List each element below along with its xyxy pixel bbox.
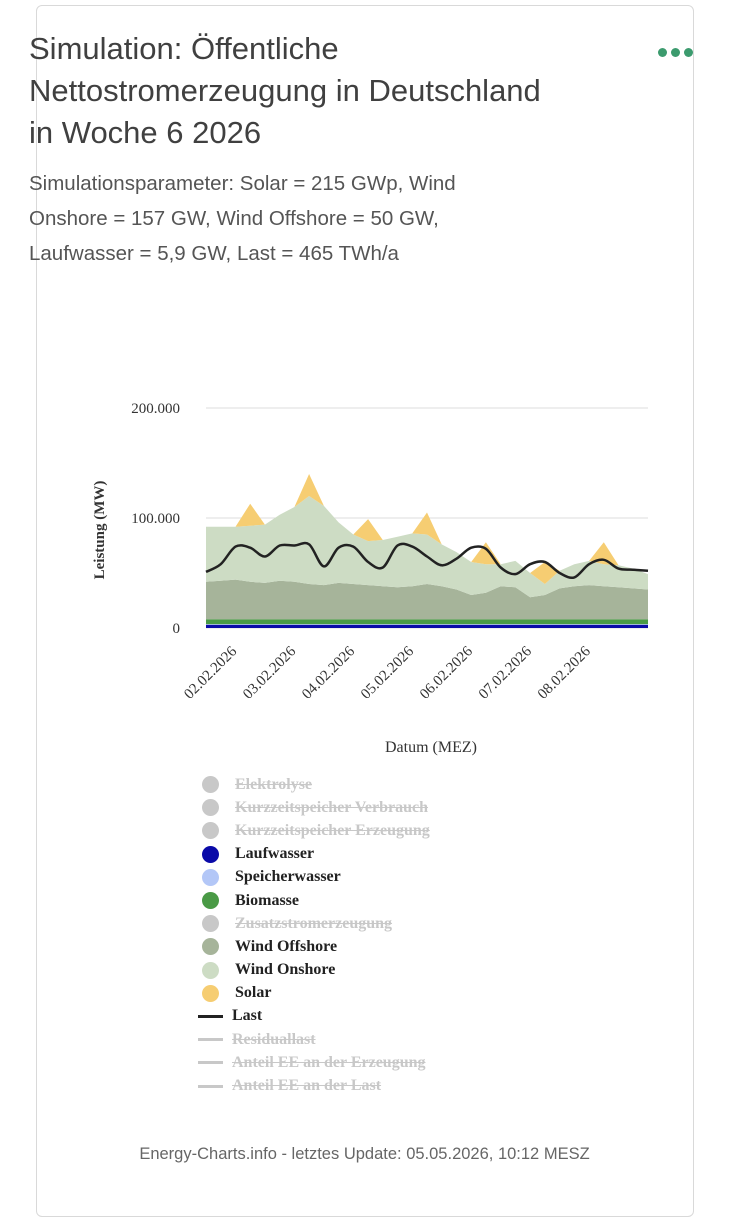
- legend-item-kurzzeitspeicher-verbrauch[interactable]: Kurzzeitspeicher Verbrauch: [198, 796, 430, 819]
- x-tick-label: 06.02.2026: [417, 643, 476, 702]
- legend-dot-icon: [202, 938, 219, 956]
- legend-line-icon: [198, 1014, 223, 1018]
- legend-label: Zusatzstromerzeugung: [235, 914, 393, 932]
- legend-label: Speicherwasser: [235, 868, 341, 886]
- legend-dot-icon: [202, 892, 219, 910]
- legend-dot-icon: [202, 822, 219, 840]
- y-axis-label: Leistung (MW): [92, 481, 108, 580]
- legend-dot-icon: [202, 984, 219, 1002]
- area-solar: [206, 474, 648, 584]
- legend-item-biomasse[interactable]: Biomasse: [198, 889, 430, 912]
- legend-item-elektrolyse[interactable]: Elektrolyse: [198, 773, 430, 796]
- area-wind-offshore: [206, 579, 648, 620]
- legend-dot-icon: [202, 868, 219, 886]
- legend-label: Solar: [235, 984, 272, 1002]
- legend-label: Laufwasser: [235, 845, 315, 863]
- legend-label: Kurzzeitspeicher Verbrauch: [235, 798, 429, 816]
- area-biomasse: [206, 619, 648, 625]
- legend-item-kurzzeitspeicher-erzeugung[interactable]: Kurzzeitspeicher Erzeugung: [198, 819, 430, 842]
- legend-label: Wind Onshore: [235, 961, 336, 979]
- legend-label: Biomasse: [235, 891, 299, 909]
- legend-item-wind-offshore[interactable]: Wind Offshore: [198, 935, 430, 958]
- legend-label: Anteil EE an der Erzeugung: [232, 1053, 426, 1071]
- legend-item-residuallast[interactable]: Residuallast: [198, 1028, 430, 1051]
- legend-label: Wind Offshore: [235, 937, 338, 955]
- y-tick-label: 200.000: [131, 401, 180, 417]
- legend-item-anteil-ee-an-der-last[interactable]: Anteil EE an der Last: [198, 1074, 430, 1097]
- footer-update-text: Energy-Charts.info - letztes Update: 05.…: [139, 1145, 590, 1163]
- legend-label: Last: [232, 1007, 263, 1025]
- legend-dot-icon: [202, 845, 219, 863]
- legend-item-speicherwasser[interactable]: Speicherwasser: [198, 866, 430, 889]
- legend-item-solar[interactable]: Solar: [198, 982, 430, 1005]
- area-laufwasser: [206, 624, 648, 628]
- chart-subtitle: Simulationsparameter: Solar = 215 GWp, W…: [29, 172, 456, 265]
- line-last: [205, 541, 649, 579]
- x-tick-label: 04.02.2026: [299, 643, 358, 702]
- legend-label: Kurzzeitspeicher Erzeugung: [235, 821, 430, 839]
- x-axis-label: Datum (MEZ): [385, 739, 477, 756]
- legend-dot-icon: [202, 799, 219, 817]
- y-tick-label: 0: [173, 621, 181, 637]
- legend-dot-icon: [202, 776, 219, 794]
- y-tick-label: 100.000: [131, 511, 180, 527]
- x-tick-label: 03.02.2026: [240, 643, 299, 702]
- legend-label: Elektrolyse: [235, 775, 313, 793]
- legend-item-laufwasser[interactable]: Laufwasser: [198, 843, 430, 866]
- legend-label: Residuallast: [232, 1030, 316, 1048]
- more-dots-icon[interactable]: [658, 48, 693, 57]
- legend-item-zusatzstromerzeugung[interactable]: Zusatzstromerzeugung: [198, 912, 430, 935]
- legend-dot-icon: [202, 961, 219, 979]
- chart-legend: Elektrolyse Kurzzeitspeicher Verbrauch Kur…: [198, 773, 430, 1098]
- legend-dot-icon: [202, 915, 219, 933]
- legend-line-icon: [198, 1061, 223, 1065]
- area-speicherwasser: [206, 624, 648, 625]
- legend-item-anteil-ee-an-der-erzeugung[interactable]: Anteil EE an der Erzeugung: [198, 1051, 430, 1074]
- x-tick-label: 07.02.2026: [476, 643, 535, 702]
- x-tick-label: 08.02.2026: [535, 643, 594, 702]
- legend-item-wind-onshore[interactable]: Wind Onshore: [198, 959, 430, 982]
- legend-line-icon: [198, 1084, 223, 1088]
- chart-plot: 0 100.000 200.000 Leistung (MW) 02.02.2026 03…: [92, 401, 649, 756]
- x-tick-label: 02.02.2026: [181, 643, 240, 702]
- legend-line-icon: [198, 1038, 223, 1042]
- area-wind-onshore: [206, 496, 648, 598]
- x-tick-label: 05.02.2026: [358, 643, 417, 702]
- legend-item-last[interactable]: Last: [198, 1005, 430, 1028]
- legend-label: Anteil EE an der Last: [232, 1077, 382, 1095]
- chart-title: Simulation: Öffentliche Nettostromerzeug…: [29, 31, 541, 150]
